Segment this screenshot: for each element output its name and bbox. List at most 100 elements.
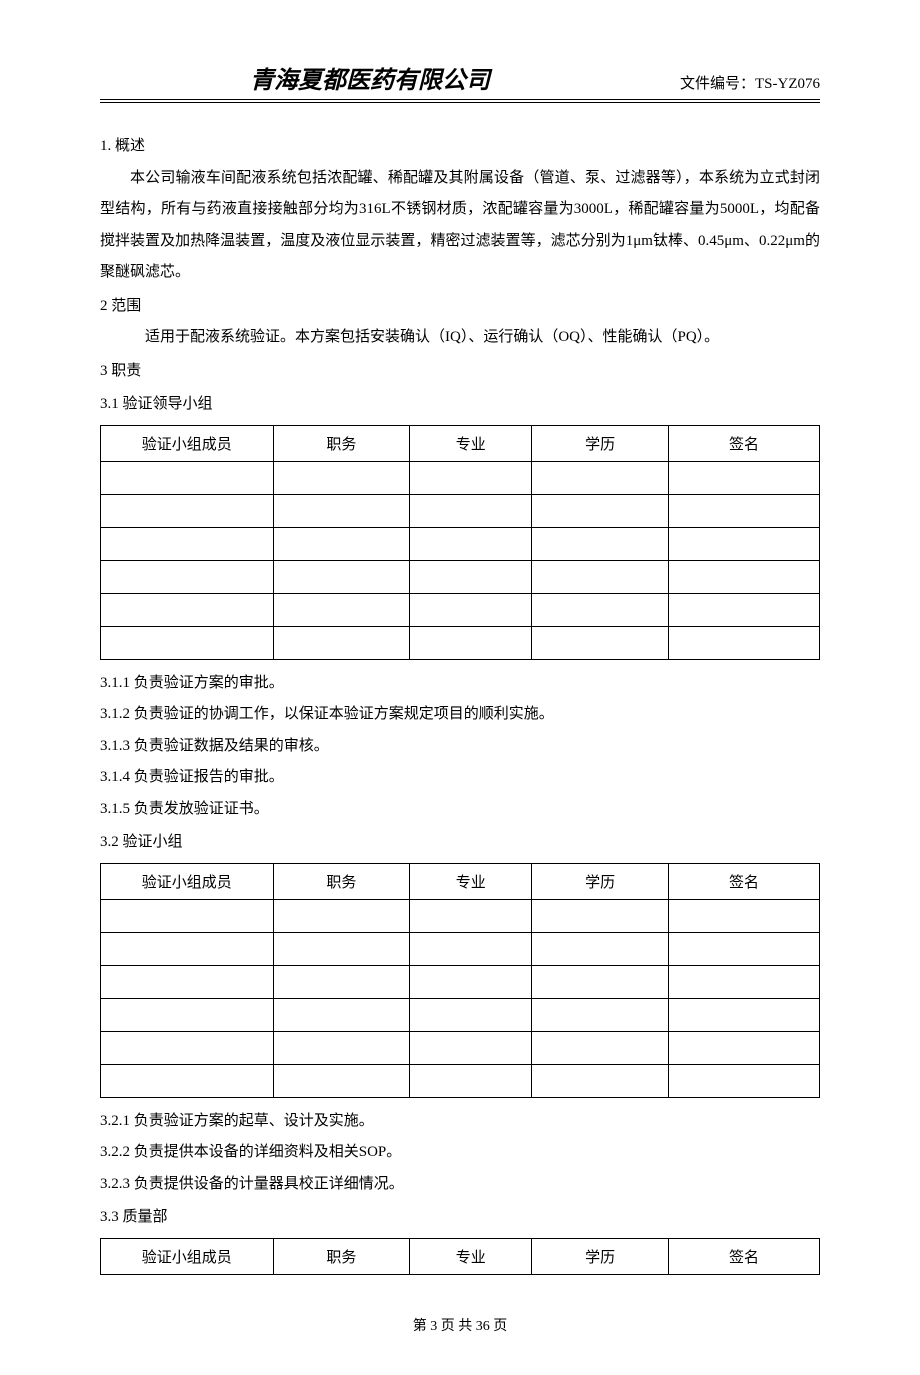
table1-body [101,461,820,659]
section-1-body: 本公司输液车间配液系统包括浓配罐、稀配罐及其附属设备（管道、泵、过滤器等），本系… [100,163,820,289]
table-cell [273,593,410,626]
table-cell [273,1031,410,1064]
table2-body [101,899,820,1097]
table-row [101,998,820,1031]
table-row [101,932,820,965]
table-cell [410,461,532,494]
table-row [101,560,820,593]
table-cell [532,593,669,626]
table-cell [668,527,819,560]
table-cell [101,932,274,965]
th-position: 职务 [273,863,410,899]
table-cell [101,998,274,1031]
table-cell [101,461,274,494]
table-row [101,626,820,659]
table-cell [668,593,819,626]
quality-dept-table: 验证小组成员 职务 专业 学历 签名 [100,1238,820,1275]
table-cell [668,932,819,965]
table-header-row: 验证小组成员 职务 专业 学历 签名 [101,1238,820,1274]
table-cell [532,932,669,965]
table-cell [273,932,410,965]
table-cell [532,494,669,527]
table-cell [532,461,669,494]
th-position: 职务 [273,425,410,461]
section-3-2-title: 3.2 验证小组 [100,827,820,859]
para-3-2-2: 3.2.2 负责提供本设备的详细资料及相关SOP。 [100,1137,820,1169]
section-3-1-title: 3.1 验证领导小组 [100,389,820,421]
document-number: 文件编号：TS-YZ076 [680,72,820,93]
table-cell [532,626,669,659]
table-cell [101,899,274,932]
table-cell [273,899,410,932]
table-cell [532,899,669,932]
table-cell [668,998,819,1031]
table-cell [410,1064,532,1097]
table-row [101,527,820,560]
table-header-row: 验证小组成员 职务 专业 学历 签名 [101,425,820,461]
th-major: 专业 [410,425,532,461]
para-3-2-1: 3.2.1 负责验证方案的起草、设计及实施。 [100,1106,820,1138]
table-cell [273,965,410,998]
table-cell [410,998,532,1031]
table-cell [532,998,669,1031]
section-2-body: 适用于配液系统验证。本方案包括安装确认（IQ）、运行确认（OQ）、性能确认（PQ… [100,322,820,354]
table-cell [410,527,532,560]
table-cell [101,593,274,626]
table-cell [410,560,532,593]
para-3-1-5: 3.1.5 负责发放验证证书。 [100,794,820,826]
th-education: 学历 [532,863,669,899]
table-cell [532,560,669,593]
table-cell [273,560,410,593]
table-cell [410,593,532,626]
th-member: 验证小组成员 [101,863,274,899]
table-cell [410,626,532,659]
para-3-1-2: 3.1.2 负责验证的协调工作，以保证本验证方案规定项目的顺利实施。 [100,699,820,731]
para-3-1-1: 3.1.1 负责验证方案的审批。 [100,668,820,700]
table-cell [101,527,274,560]
table-row [101,899,820,932]
table-row [101,1064,820,1097]
table-cell [410,1031,532,1064]
th-position: 职务 [273,1238,410,1274]
table-cell [532,965,669,998]
table-cell [668,626,819,659]
table-cell [273,461,410,494]
th-education: 学历 [532,425,669,461]
table-cell [101,1031,274,1064]
table-row [101,1031,820,1064]
table-cell [668,494,819,527]
table-cell [273,626,410,659]
table-cell [668,1031,819,1064]
table-cell [273,1064,410,1097]
th-education: 学历 [532,1238,669,1274]
para-3-1-3: 3.1.3 负责验证数据及结果的审核。 [100,731,820,763]
company-name: 青海夏都医药有限公司 [250,60,490,95]
para-3-1-4: 3.1.4 负责验证报告的审批。 [100,762,820,794]
table-cell [273,494,410,527]
table-cell [101,494,274,527]
th-member: 验证小组成员 [101,1238,274,1274]
table-cell [101,1064,274,1097]
th-signature: 签名 [668,863,819,899]
table-row [101,965,820,998]
table-cell [668,899,819,932]
table-cell [410,932,532,965]
table-header-row: 验证小组成员 职务 专业 学历 签名 [101,863,820,899]
table-cell [410,494,532,527]
section-3-3-title: 3.3 质量部 [100,1202,820,1234]
table-cell [532,1064,669,1097]
section-2-title: 2 范围 [100,291,820,323]
table-cell [532,1031,669,1064]
table-cell [273,998,410,1031]
page-header: 青海夏都医药有限公司 文件编号：TS-YZ076 [100,60,820,103]
section-1-title: 1. 概述 [100,131,820,163]
verification-team-table: 验证小组成员 职务 专业 学历 签名 [100,863,820,1098]
th-signature: 签名 [668,1238,819,1274]
table-row [101,593,820,626]
page-footer: 第 3 页 共 36 页 [100,1315,820,1335]
table-cell [668,1064,819,1097]
table-cell [532,527,669,560]
table-cell [668,965,819,998]
table-row [101,494,820,527]
table-cell [410,965,532,998]
